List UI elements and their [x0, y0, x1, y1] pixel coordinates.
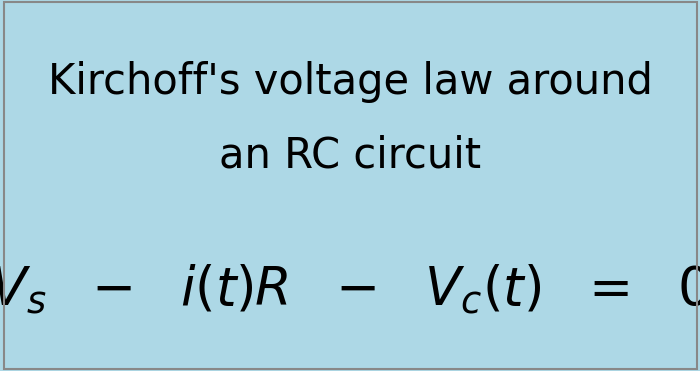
Text: Kirchoff's voltage law around: Kirchoff's voltage law around: [48, 60, 652, 103]
Text: $\mathit{V}_s \ \ - \ \ \mathit{i(t)R} \ \ - \ \ \mathit{V_c(t)} \ \ = \ \ 0$: $\mathit{V}_s \ \ - \ \ \mathit{i(t)R} \…: [0, 263, 700, 316]
Text: an RC circuit: an RC circuit: [219, 135, 481, 177]
